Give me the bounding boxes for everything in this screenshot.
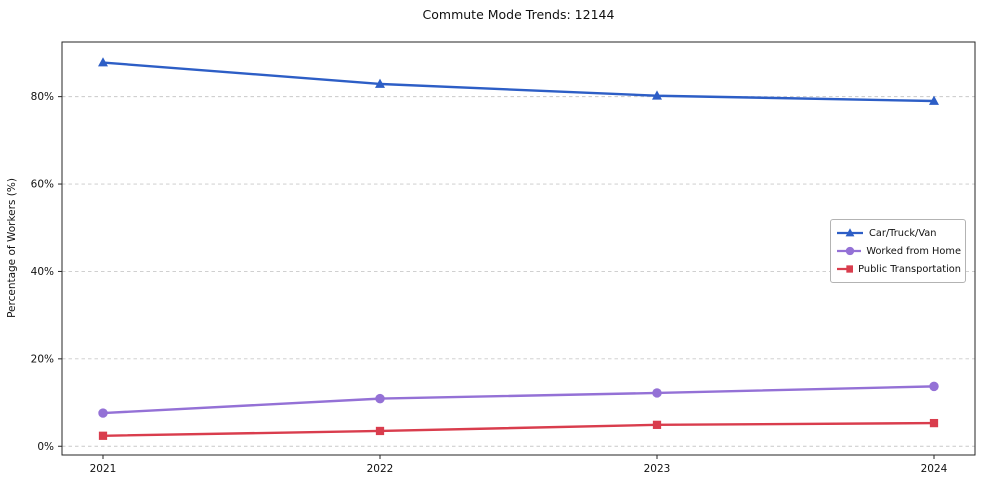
legend-sample-marker bbox=[845, 228, 855, 237]
x-tick-label: 2021 bbox=[90, 463, 117, 475]
y-axis-title: Percentage of Workers (%) bbox=[6, 178, 18, 318]
legend-item-worked-from-home: Worked from Home bbox=[836, 242, 961, 260]
y-tick-label: 20% bbox=[31, 353, 54, 365]
legend-label-public-transportation: Public Transportation bbox=[858, 263, 961, 275]
legend-marker-car-icon bbox=[837, 228, 863, 237]
series-2-marker bbox=[929, 418, 939, 428]
series-1-marker bbox=[929, 381, 939, 392]
legend-item-car: Car/Truck/Van bbox=[836, 224, 961, 242]
legend-label-worked-from-home: Worked from Home bbox=[866, 245, 961, 257]
series-0-marker bbox=[375, 78, 385, 88]
series-1-marker bbox=[375, 393, 385, 404]
y-tick-label: 40% bbox=[31, 266, 54, 278]
series-0-marker bbox=[98, 57, 108, 67]
chart-title: Commute Mode Trends: 12144 bbox=[422, 7, 615, 22]
series-0-marker bbox=[929, 95, 939, 105]
x-tick-label: 2024 bbox=[921, 463, 948, 475]
legend-label-car: Car/Truck/Van bbox=[869, 227, 937, 239]
y-tick-label: 60% bbox=[31, 179, 54, 191]
series-0-marker bbox=[652, 90, 662, 100]
x-tick-label: 2023 bbox=[644, 463, 671, 475]
legend-sample-marker bbox=[845, 246, 855, 256]
series-line-1 bbox=[101, 385, 936, 415]
y-tick-label: 0% bbox=[37, 441, 54, 453]
y-tick-label: 80% bbox=[31, 91, 54, 103]
legend-sample-marker bbox=[846, 265, 854, 273]
series-2-marker bbox=[375, 426, 385, 436]
legend: Car/Truck/Van Worked from Home Public Tr… bbox=[830, 219, 966, 283]
series-line-0 bbox=[101, 61, 936, 103]
legend-marker-worked-from-home-icon bbox=[837, 246, 862, 256]
series-1-marker bbox=[652, 388, 662, 398]
legend-marker-public-transportation-icon bbox=[837, 265, 854, 273]
series-line-2 bbox=[101, 421, 936, 437]
series-2-marker bbox=[652, 420, 662, 429]
series-2-marker bbox=[98, 431, 108, 440]
plot-border bbox=[61, 41, 976, 456]
x-tick-label: 2022 bbox=[367, 463, 394, 475]
legend-item-public-transportation: Public Transportation bbox=[836, 260, 961, 278]
series-1-marker bbox=[98, 408, 108, 418]
